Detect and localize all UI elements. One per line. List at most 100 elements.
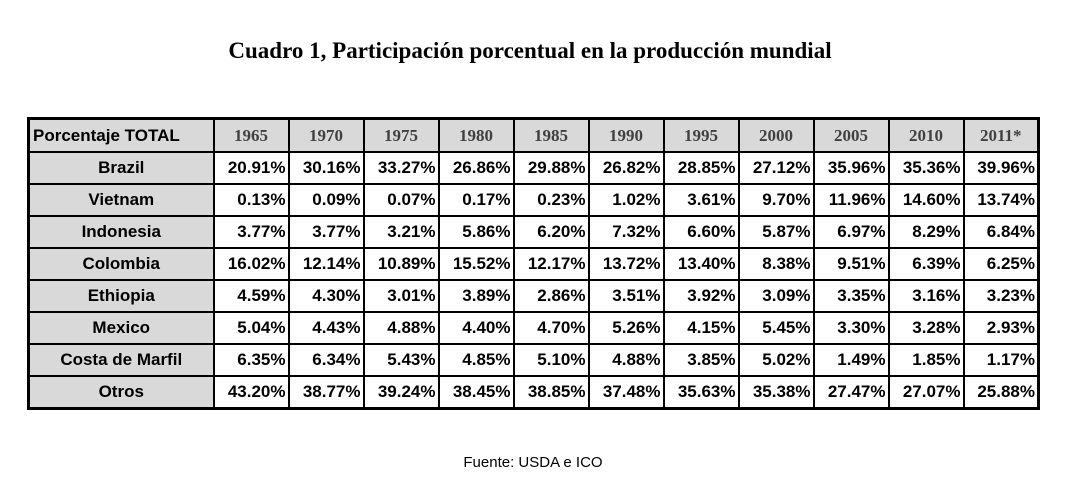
row-label: Mexico bbox=[27, 311, 215, 345]
table-cell: 6.34% bbox=[287, 343, 365, 377]
row-label: Vietnam bbox=[27, 183, 215, 217]
table-cell: 4.85% bbox=[437, 343, 515, 377]
table-cell: 3.51% bbox=[587, 279, 665, 313]
table-cell: 39.96% bbox=[962, 151, 1040, 185]
table-cell: 1.17% bbox=[962, 343, 1040, 377]
table-cell: 6.20% bbox=[512, 215, 590, 249]
column-header-1980: 1980 bbox=[437, 117, 515, 153]
table-cell: 5.45% bbox=[737, 311, 815, 345]
table-cell: 8.29% bbox=[887, 215, 965, 249]
table-cell: 3.09% bbox=[737, 279, 815, 313]
table-cell: 5.02% bbox=[737, 343, 815, 377]
table-cell: 0.07% bbox=[362, 183, 440, 217]
table-cell: 6.84% bbox=[962, 215, 1040, 249]
table-cell: 13.74% bbox=[962, 183, 1040, 217]
table-cell: 20.91% bbox=[212, 151, 290, 185]
table-cell: 5.04% bbox=[212, 311, 290, 345]
column-header-2011-star: 2011* bbox=[962, 117, 1040, 153]
table-cell: 15.52% bbox=[437, 247, 515, 281]
table-cell: 4.70% bbox=[512, 311, 590, 345]
column-header-1965: 1965 bbox=[212, 117, 290, 153]
table-cell: 37.48% bbox=[587, 375, 665, 410]
table-cell: 0.09% bbox=[287, 183, 365, 217]
table-cell: 2.86% bbox=[512, 279, 590, 313]
table-cell: 28.85% bbox=[662, 151, 740, 185]
table-cell: 3.28% bbox=[887, 311, 965, 345]
row-label: Otros bbox=[27, 375, 215, 410]
table-cell: 12.14% bbox=[287, 247, 365, 281]
row-label: Colombia bbox=[27, 247, 215, 281]
table-cell: 5.10% bbox=[512, 343, 590, 377]
table-cell: 4.88% bbox=[587, 343, 665, 377]
table-cell: 1.85% bbox=[887, 343, 965, 377]
table-row: Costa de Marfil 6.35% 6.34% 5.43% 4.85% 5.10%… bbox=[27, 343, 1040, 377]
table-cell: 4.43% bbox=[287, 311, 365, 345]
table-row: Otros 43.20% 38.77% 39.24% 38.45% 38.85% 37.48… bbox=[27, 375, 1040, 410]
table-cell: 6.25% bbox=[962, 247, 1040, 281]
table-cell: 9.70% bbox=[737, 183, 815, 217]
table-title: Cuadro 1, Participación porcentual en la… bbox=[228, 38, 832, 63]
table-cell: 33.27% bbox=[362, 151, 440, 185]
row-label: Indonesia bbox=[27, 215, 215, 249]
table-cell: 3.61% bbox=[662, 183, 740, 217]
table-cell: 9.51% bbox=[812, 247, 890, 281]
row-label: Costa de Marfil bbox=[27, 343, 215, 377]
table-cell: 13.40% bbox=[662, 247, 740, 281]
table-cell: 4.15% bbox=[662, 311, 740, 345]
table-cell: 27.47% bbox=[812, 375, 890, 410]
table-cell: 2.93% bbox=[962, 311, 1040, 345]
table-cell: 35.96% bbox=[812, 151, 890, 185]
column-header-1990: 1990 bbox=[587, 117, 665, 153]
table-cell: 12.17% bbox=[512, 247, 590, 281]
table-row: Mexico 5.04% 4.43% 4.88% 4.40% 4.70% 5.26% 4.15… bbox=[27, 311, 1040, 345]
column-header-2000: 2000 bbox=[737, 117, 815, 153]
table-cell: 5.26% bbox=[587, 311, 665, 345]
table-cell: 30.16% bbox=[287, 151, 365, 185]
table-cell: 43.20% bbox=[212, 375, 290, 410]
table-cell: 10.89% bbox=[362, 247, 440, 281]
table-cell: 5.43% bbox=[362, 343, 440, 377]
table-cell: 27.07% bbox=[887, 375, 965, 410]
table-cell: 3.89% bbox=[437, 279, 515, 313]
column-header-2010: 2010 bbox=[887, 117, 965, 153]
table-cell: 0.17% bbox=[437, 183, 515, 217]
table-cell: 3.77% bbox=[287, 215, 365, 249]
table-cell: 7.32% bbox=[587, 215, 665, 249]
table-cell: 3.21% bbox=[362, 215, 440, 249]
table-cell: 35.38% bbox=[737, 375, 815, 410]
column-header-1985: 1985 bbox=[512, 117, 590, 153]
table-cell: 4.88% bbox=[362, 311, 440, 345]
row-label: Brazil bbox=[27, 151, 215, 185]
table-cell: 25.88% bbox=[962, 375, 1040, 410]
table-cell: 29.88% bbox=[512, 151, 590, 185]
table-cell: 3.30% bbox=[812, 311, 890, 345]
column-header-2005: 2005 bbox=[812, 117, 890, 153]
table-cell: 14.60% bbox=[887, 183, 965, 217]
table-cell: 4.59% bbox=[212, 279, 290, 313]
table-cell: 26.82% bbox=[587, 151, 665, 185]
table-cell: 5.86% bbox=[437, 215, 515, 249]
table-cell: 3.85% bbox=[662, 343, 740, 377]
table-cell: 3.92% bbox=[662, 279, 740, 313]
corner-header: Porcentaje TOTAL bbox=[27, 117, 215, 153]
table-cell: 6.97% bbox=[812, 215, 890, 249]
table-cell: 3.77% bbox=[212, 215, 290, 249]
table-cell: 4.30% bbox=[287, 279, 365, 313]
column-header-1995: 1995 bbox=[662, 117, 740, 153]
production-share-table: Porcentaje TOTAL 1965 1970 1975 1980 1985 199… bbox=[27, 117, 1040, 410]
column-header-1970: 1970 bbox=[287, 117, 365, 153]
table-cell: 0.23% bbox=[512, 183, 590, 217]
source-note: Fuente: USDA e ICO bbox=[463, 454, 603, 471]
table-cell: 6.35% bbox=[212, 343, 290, 377]
table-cell: 13.72% bbox=[587, 247, 665, 281]
table-cell: 0.13% bbox=[212, 183, 290, 217]
table-cell: 6.60% bbox=[662, 215, 740, 249]
table-cell: 4.40% bbox=[437, 311, 515, 345]
table-cell: 38.45% bbox=[437, 375, 515, 410]
table-cell: 39.24% bbox=[362, 375, 440, 410]
table-cell: 11.96% bbox=[812, 183, 890, 217]
row-label: Ethiopia bbox=[27, 279, 215, 313]
table-cell: 26.86% bbox=[437, 151, 515, 185]
table-cell: 1.49% bbox=[812, 343, 890, 377]
table-cell: 38.77% bbox=[287, 375, 365, 410]
